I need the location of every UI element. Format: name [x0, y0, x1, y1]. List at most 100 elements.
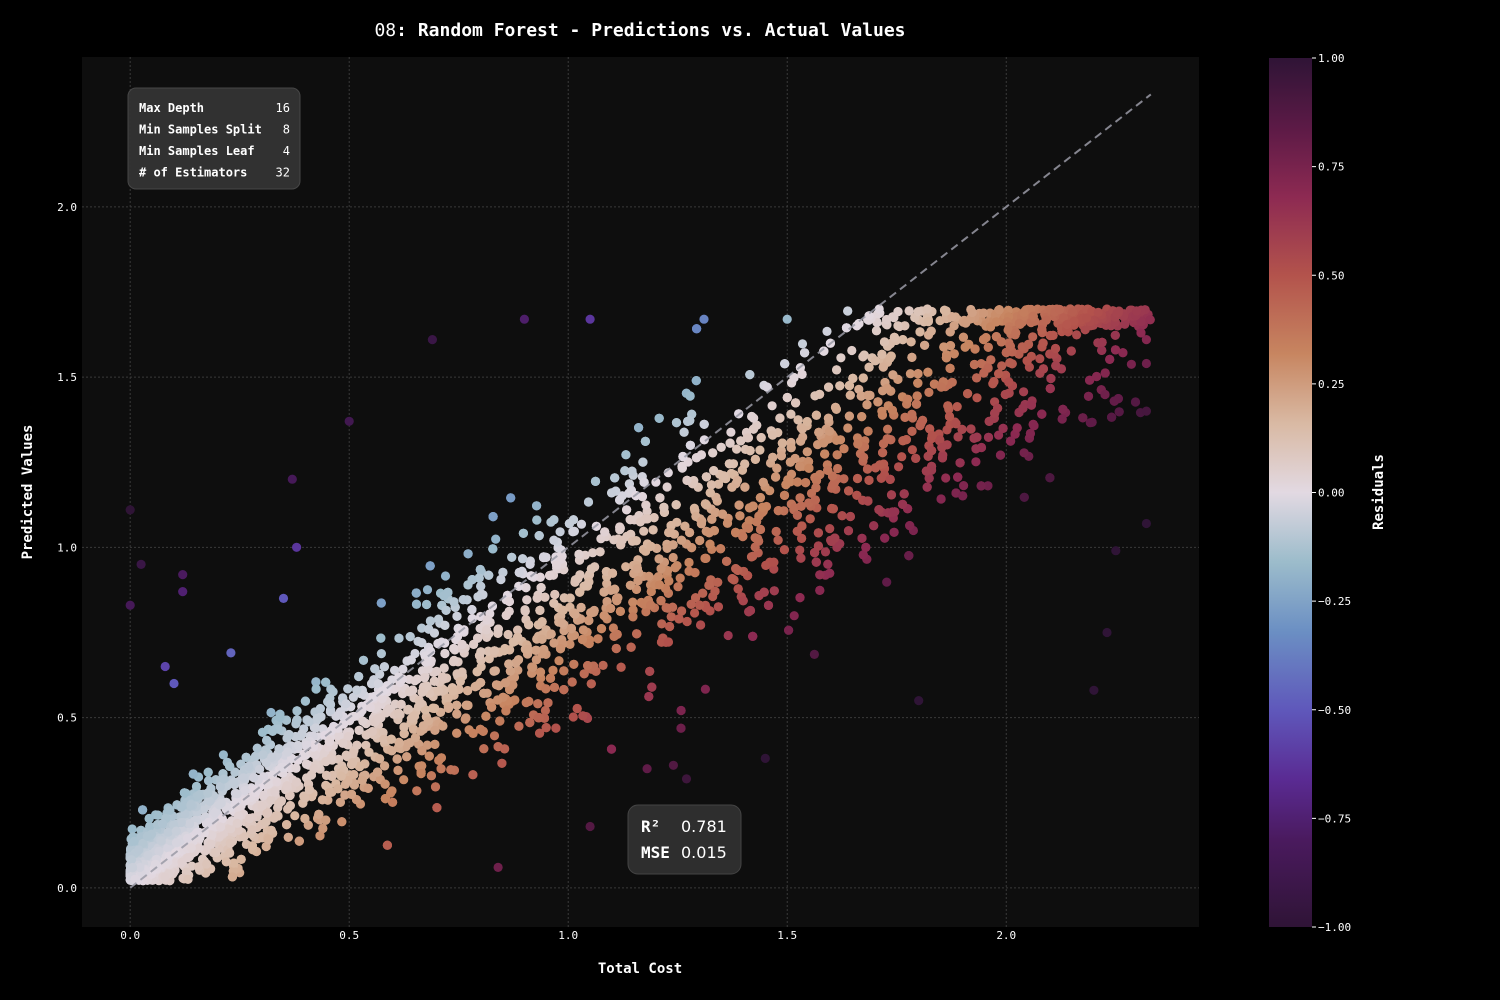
- data-point: [958, 491, 968, 501]
- data-point: [590, 476, 601, 486]
- data-point: [399, 775, 409, 785]
- data-point: [845, 390, 855, 400]
- data-point: [414, 761, 424, 771]
- data-point: [225, 848, 235, 858]
- data-point: [1110, 345, 1121, 355]
- data-point: [752, 517, 762, 527]
- data-point: [897, 452, 907, 462]
- data-point: [839, 444, 849, 454]
- data-point: [647, 682, 657, 692]
- data-point: [402, 752, 412, 762]
- data-point: [1051, 361, 1061, 371]
- data-point: [856, 391, 866, 401]
- data-point: [663, 637, 674, 647]
- data-point: [815, 389, 825, 399]
- data-point: [776, 451, 787, 461]
- data-point: [705, 539, 715, 549]
- data-point: [853, 439, 863, 449]
- data-point: [906, 337, 916, 347]
- data-point: [997, 361, 1007, 371]
- data-point: [635, 517, 645, 527]
- data-point: [792, 510, 803, 520]
- data-point: [1066, 346, 1076, 356]
- data-point: [802, 447, 812, 457]
- data-point: [857, 412, 867, 422]
- data-point: [971, 457, 981, 467]
- data-point: [495, 716, 505, 726]
- data-point: [904, 306, 914, 316]
- data-point: [864, 362, 874, 372]
- data-point: [734, 500, 744, 510]
- data-point: [440, 620, 450, 631]
- data-point: [559, 685, 569, 695]
- data-point: [514, 567, 524, 578]
- data-point: [568, 527, 578, 537]
- data-point: [877, 410, 888, 420]
- data-point: [786, 409, 796, 419]
- data-point: [700, 499, 711, 509]
- data-point: [367, 679, 377, 689]
- data-point: [179, 788, 189, 798]
- data-point: [532, 501, 542, 511]
- data-point: [708, 448, 718, 458]
- data-point: [452, 709, 462, 719]
- data-point: [725, 438, 735, 448]
- data-point: [283, 832, 293, 842]
- data-point: [540, 705, 551, 716]
- data-point: [1029, 421, 1039, 431]
- data-point: [263, 835, 273, 845]
- data-point: [430, 739, 440, 750]
- data-point: [425, 616, 435, 626]
- data-point: [583, 497, 594, 507]
- data-point: [262, 808, 272, 818]
- data-point: [880, 533, 890, 543]
- data-point: [704, 528, 714, 538]
- data-point: [858, 352, 868, 362]
- data-point: [511, 658, 521, 668]
- data-point: [416, 768, 426, 779]
- data-point: [626, 642, 636, 652]
- data-point: [525, 717, 535, 728]
- data-point: [996, 337, 1007, 347]
- data-point: [549, 515, 559, 525]
- data-point: [368, 692, 378, 702]
- data-point: [348, 692, 358, 702]
- data-point: [732, 444, 742, 454]
- data-point: [905, 521, 915, 531]
- data-point: [684, 557, 694, 568]
- data-point: [452, 611, 462, 621]
- data-point: [586, 608, 596, 618]
- data-point: [498, 567, 508, 578]
- data-point: [252, 743, 262, 753]
- data-point: [379, 662, 389, 672]
- data-point: [832, 450, 842, 460]
- data-point: [748, 501, 758, 511]
- data-point: [315, 704, 325, 714]
- data-point: [293, 740, 303, 751]
- data-point: [153, 810, 163, 820]
- data-point: [1050, 343, 1061, 354]
- data-point: [489, 666, 499, 676]
- data-point: [789, 611, 799, 621]
- data-point: [567, 677, 577, 687]
- data-point: [285, 791, 295, 801]
- data-point: [579, 669, 589, 679]
- data-point: [227, 872, 237, 882]
- data-point: [191, 781, 202, 792]
- data-point: [518, 554, 528, 564]
- data-point: [976, 481, 986, 491]
- data-point: [528, 662, 538, 673]
- data-point: [541, 723, 551, 733]
- data-point: [1048, 330, 1058, 340]
- data-point: [768, 452, 778, 462]
- data-point: [578, 711, 588, 721]
- data-point: [615, 606, 626, 617]
- data-point: [831, 404, 842, 414]
- data-point: [907, 352, 917, 362]
- data-point: [676, 723, 686, 733]
- data-point: [425, 561, 435, 571]
- data-point: [677, 461, 687, 471]
- data-point: [430, 782, 441, 792]
- data-point: [409, 711, 419, 721]
- data-point: [994, 430, 1004, 440]
